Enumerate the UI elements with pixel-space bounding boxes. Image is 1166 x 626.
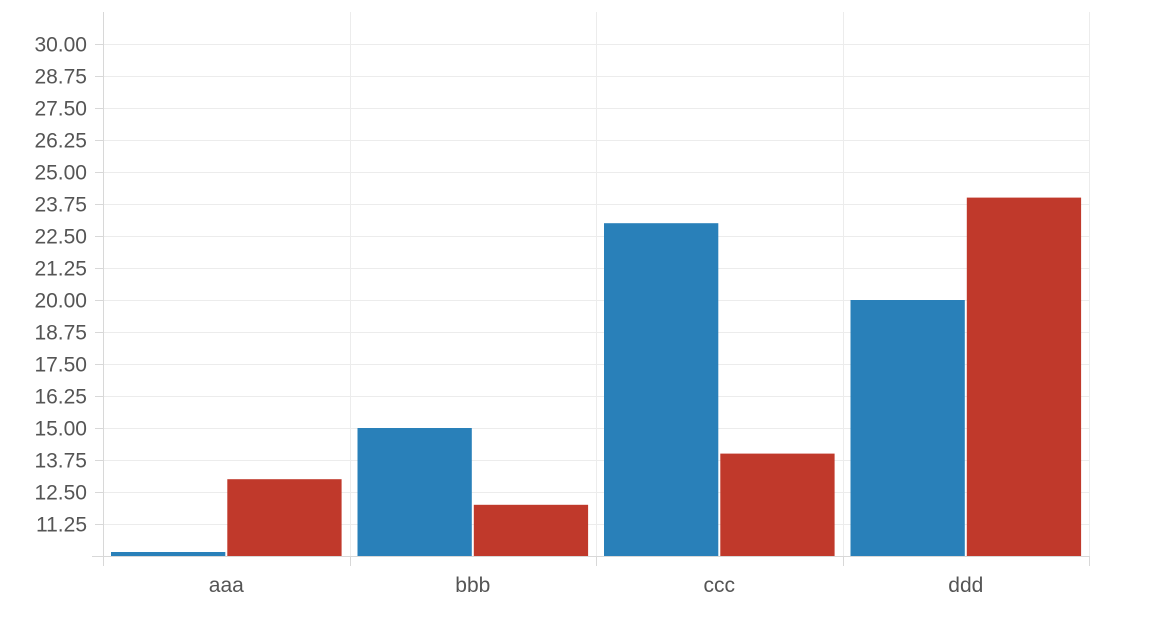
x-axis-tick-labels: aaa bbb ccc ddd — [209, 574, 984, 597]
y-tick-label: 11.25 — [36, 514, 87, 537]
bars — [111, 197, 1082, 556]
x-tick-label: ddd — [948, 574, 983, 597]
grid-lines — [103, 12, 1090, 556]
y-tick-label: 15.00 — [34, 418, 87, 441]
y-tick-label: 26.25 — [34, 130, 87, 153]
y-tick-label: 13.75 — [34, 450, 87, 473]
y-tick-label: 23.75 — [34, 194, 87, 217]
bar-ccc-series-1 — [604, 223, 719, 556]
axes — [92, 12, 1090, 566]
y-tick-label: 17.50 — [34, 354, 87, 377]
bar-bbb-series-2 — [473, 504, 589, 556]
bar-aaa-series-2 — [227, 479, 342, 556]
bar-aaa-series-1 — [111, 552, 226, 556]
y-axis-tick-labels: 11.25 12.50 13.75 15.00 16.25 17.50 18.75 20.00… — [34, 34, 87, 537]
bar-bbb-series-1 — [357, 428, 472, 556]
bar-ccc-series-2 — [720, 453, 835, 556]
bar-ddd-series-1 — [850, 300, 965, 556]
y-tick-label: 21.25 — [34, 258, 87, 281]
y-tick-label: 18.75 — [34, 322, 87, 345]
bar-ddd-series-2 — [966, 197, 1082, 556]
y-tick-label: 22.50 — [34, 226, 87, 249]
y-tick-label: 30.00 — [34, 34, 87, 57]
y-tick-label: 12.50 — [34, 482, 87, 505]
y-tick-label: 25.00 — [34, 162, 87, 185]
y-tick-label: 16.25 — [34, 386, 87, 409]
x-tick-label: bbb — [455, 574, 490, 597]
x-tick-label: ccc — [704, 574, 736, 597]
y-tick-label: 27.50 — [34, 98, 87, 121]
y-tick-label: 28.75 — [34, 66, 87, 89]
y-tick-label: 20.00 — [34, 290, 87, 313]
x-tick-label: aaa — [209, 574, 244, 597]
